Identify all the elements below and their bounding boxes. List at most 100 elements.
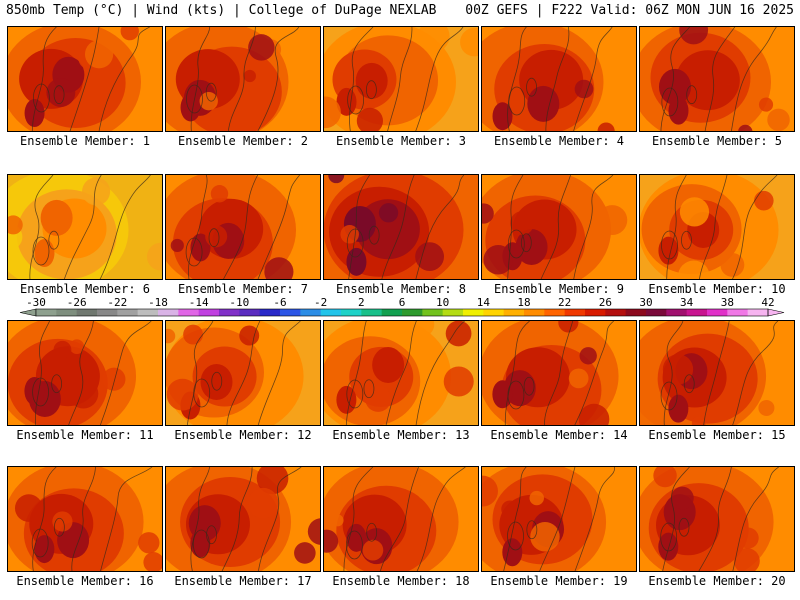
colorbar-swatch (117, 309, 139, 316)
colorbar-tick-label: -22 (107, 296, 127, 309)
colorbar-swatch (259, 309, 281, 316)
ensemble-member-label: Ensemble Member: 6 (19, 282, 151, 296)
colorbar-swatch (361, 309, 383, 316)
colorbar-swatch (686, 309, 708, 316)
colorbar-tick-label: -18 (148, 296, 168, 309)
ensemble-panel (7, 320, 163, 426)
colorbar-tick-label: 30 (639, 296, 652, 309)
ensemble-panel (639, 320, 795, 426)
colorbar-tick-label: 10 (436, 296, 449, 309)
ensemble-panel (323, 26, 479, 132)
colorbar-swatch (463, 309, 484, 316)
ensemble-panel (323, 320, 479, 426)
colorbar-swatch (666, 309, 688, 316)
colorbar-tick-label: -2 (314, 296, 327, 309)
ensemble-panel (481, 26, 637, 132)
ensemble-member-label: Ensemble Member: 7 (177, 282, 309, 296)
temperature-field-map (324, 175, 478, 279)
colorbar-tick-label: -26 (67, 296, 87, 309)
ensemble-panel (165, 174, 321, 280)
colorbar-swatch (544, 309, 566, 316)
temperature-field-map (324, 27, 478, 131)
temperature-field-map (482, 321, 636, 425)
temperature-field-map (8, 321, 162, 425)
ensemble-member-label: Ensemble Member: 10 (648, 282, 786, 296)
ensemble-panel (323, 466, 479, 572)
temperature-field-map (8, 467, 162, 571)
ensemble-member-label: Ensemble Member: 18 (332, 574, 470, 588)
colorbar-tick-label: -30 (26, 296, 46, 309)
colorbar-swatch (707, 309, 728, 316)
colorbar-tick-label: 26 (599, 296, 612, 309)
temperature-field-map (640, 321, 794, 425)
ensemble-panel (481, 320, 637, 426)
colorbar-tick-label: 42 (761, 296, 774, 309)
ensemble-member-label: Ensemble Member: 2 (177, 134, 309, 148)
colorbar-swatch (76, 309, 98, 316)
ensemble-member-label: Ensemble Member: 17 (174, 574, 312, 588)
ensemble-member-label: Ensemble Member: 11 (16, 428, 154, 442)
colorbar-swatch (320, 309, 342, 316)
ensemble-panel (481, 466, 637, 572)
colorbar-swatch (605, 309, 627, 316)
ensemble-panel (165, 320, 321, 426)
run-valid-time: 00Z GEFS | F222 Valid: 06Z MON JUN 16 20… (465, 3, 794, 18)
colorbar-swatch (727, 309, 749, 316)
colorbar-swatch (381, 309, 403, 316)
colorbar-swatch (198, 309, 220, 316)
colorbar-swatch (280, 309, 301, 316)
map-title: 850mb Temp (°C) | Wind (kts) | College o… (6, 3, 437, 18)
temperature-field-map (482, 467, 636, 571)
temperature-field-map (166, 467, 320, 571)
colorbar-swatch (564, 309, 586, 316)
colorbar-swatch (158, 309, 179, 316)
temperature-field-map (166, 321, 320, 425)
ensemble-panel (7, 174, 163, 280)
ensemble-panel (639, 466, 795, 572)
colorbar-swatch (341, 309, 362, 316)
colorbar-swatch (178, 309, 200, 316)
temperature-field-map (640, 175, 794, 279)
ensemble-panel (639, 26, 795, 132)
temperature-field-map (166, 27, 320, 131)
colorbar-tick-label: -6 (273, 296, 286, 309)
colorbar-swatch (625, 309, 647, 316)
colorbar-tick-label: 34 (680, 296, 694, 309)
ensemble-member-label: Ensemble Member: 14 (490, 428, 628, 442)
ensemble-member-label: Ensemble Member: 12 (174, 428, 312, 442)
ensemble-member-label: Ensemble Member: 3 (335, 134, 467, 148)
ensemble-panel (7, 26, 163, 132)
colorbar-tick-label: -14 (189, 296, 209, 309)
temperature-field-map (8, 27, 162, 131)
temperature-field-map (8, 175, 162, 279)
colorbar-swatch (747, 309, 769, 316)
ensemble-member-label: Ensemble Member: 8 (335, 282, 467, 296)
colorbar-swatch (402, 309, 423, 316)
ensemble-panel (323, 174, 479, 280)
ensemble-panel (481, 174, 637, 280)
colorbar-swatch (239, 309, 261, 316)
colorbar-swatch (483, 309, 505, 316)
ensemble-panel (639, 174, 795, 280)
colorbar-swatch (97, 309, 118, 316)
temperature-field-map (324, 467, 478, 571)
ensemble-member-label: Ensemble Member: 19 (490, 574, 628, 588)
ensemble-panel (7, 466, 163, 572)
ensemble-member-label: Ensemble Member: 20 (648, 574, 786, 588)
colorbar-swatch (585, 309, 606, 316)
temperature-field-map (324, 321, 478, 425)
ensemble-panel (165, 26, 321, 132)
colorbar-swatch (219, 309, 240, 316)
colorbar-swatch (137, 309, 159, 316)
colorbar-tick-label: 6 (399, 296, 406, 309)
ensemble-member-label: Ensemble Member: 15 (648, 428, 786, 442)
colorbar-swatch (36, 309, 57, 316)
ensemble-member-label: Ensemble Member: 9 (493, 282, 625, 296)
ensemble-member-label: Ensemble Member: 13 (332, 428, 470, 442)
temperature-field-map (166, 175, 320, 279)
colorbar-tick-label: 18 (517, 296, 530, 309)
colorbar-swatch (503, 309, 525, 316)
colorbar-swatch (442, 309, 464, 316)
colorbar-swatch (646, 309, 667, 316)
ensemble-panel (165, 466, 321, 572)
